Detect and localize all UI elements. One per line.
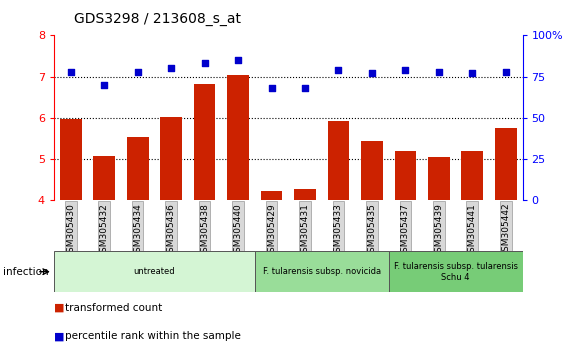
Text: untreated: untreated — [133, 267, 175, 276]
Text: F. tularensis subsp. tularensis
Schu 4: F. tularensis subsp. tularensis Schu 4 — [394, 262, 517, 282]
Point — [99, 82, 108, 88]
Bar — [255, 251, 389, 292]
Bar — [54, 251, 255, 292]
Bar — [261, 191, 282, 200]
Bar — [194, 84, 215, 200]
Bar — [127, 137, 148, 200]
Point — [166, 65, 176, 71]
Text: ■: ■ — [54, 303, 64, 313]
Point — [133, 69, 142, 74]
Point — [200, 61, 209, 66]
Point — [435, 69, 444, 74]
Bar — [294, 189, 316, 200]
Bar — [461, 152, 483, 200]
Text: GDS3298 / 213608_s_at: GDS3298 / 213608_s_at — [74, 12, 241, 27]
Bar — [495, 128, 517, 200]
Bar — [428, 157, 450, 200]
Bar — [93, 156, 115, 200]
Point — [334, 67, 343, 73]
Bar — [60, 119, 82, 200]
Point — [401, 67, 410, 73]
Point — [267, 85, 276, 91]
Point — [502, 69, 511, 74]
Bar — [389, 251, 523, 292]
Text: transformed count: transformed count — [65, 303, 162, 313]
Bar — [395, 152, 416, 200]
Bar — [160, 117, 182, 200]
Point — [233, 57, 243, 63]
Point — [367, 70, 377, 76]
Bar — [227, 75, 249, 200]
Text: percentile rank within the sample: percentile rank within the sample — [65, 331, 241, 341]
Bar — [328, 121, 349, 200]
Point — [66, 69, 75, 74]
Bar — [361, 141, 383, 200]
Text: F. tularensis subsp. novicida: F. tularensis subsp. novicida — [262, 267, 381, 276]
Point — [300, 85, 310, 91]
Text: ■: ■ — [54, 331, 64, 341]
Point — [468, 70, 477, 76]
Text: infection: infection — [3, 267, 48, 277]
